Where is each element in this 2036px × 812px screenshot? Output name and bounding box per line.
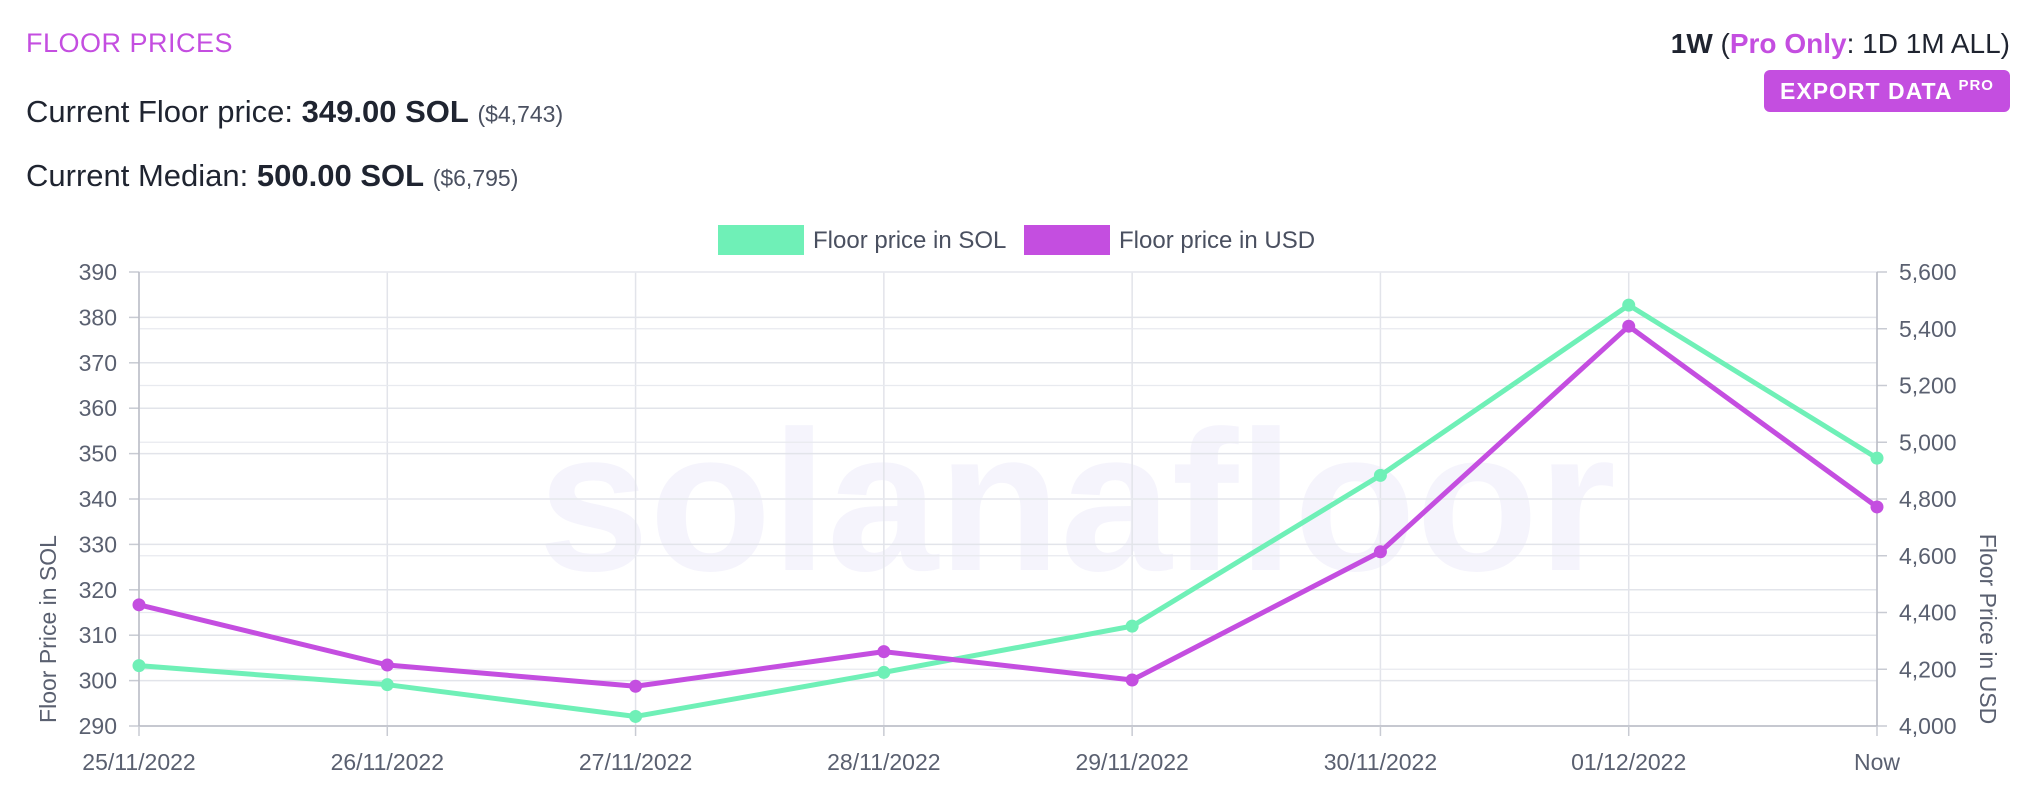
x-tick-label: 01/12/2022	[1571, 749, 1686, 775]
range-close-paren: )	[2000, 28, 2010, 59]
y-tick-label: 360	[79, 395, 117, 421]
range-open-paren: (	[1720, 28, 1730, 59]
median-usd: ($6,795)	[432, 165, 519, 191]
y-tick-label: 350	[79, 441, 117, 467]
legend-swatch	[1024, 225, 1110, 255]
y2-tick-label: 5,000	[1899, 429, 1957, 455]
y2-tick-label: 5,400	[1899, 316, 1957, 342]
data-point	[877, 645, 891, 659]
export-data-button[interactable]: EXPORT DATA PRO	[1764, 70, 2010, 112]
median-value: 500.00 SOL	[256, 158, 425, 193]
legend-label: Floor price in SOL	[813, 227, 1006, 254]
data-point	[1373, 468, 1387, 482]
floor-price-label: Current Floor price:	[26, 94, 294, 129]
x-tick-label: Now	[1854, 749, 1900, 775]
series-line	[138, 323, 1879, 689]
y-tick-label: 300	[79, 668, 117, 694]
chart-axes: 290 300 310 320 330 340 350 360 370 380 390 4,000 4,…	[35, 259, 2001, 775]
data-point	[1373, 545, 1387, 559]
range-option-1m[interactable]: 1M	[1905, 28, 1945, 59]
data-point	[1622, 298, 1636, 312]
y2-tick-label: 4,600	[1899, 543, 1957, 569]
data-point	[132, 659, 146, 673]
y2-tick-label: 5,200	[1899, 373, 1957, 399]
y2-tick-label: 4,800	[1899, 486, 1957, 512]
series-line	[138, 302, 1879, 719]
data-point	[1125, 673, 1139, 687]
median-label: Current Median:	[26, 158, 249, 193]
y-tick-label: 330	[79, 531, 117, 557]
export-data-label: EXPORT DATA	[1780, 77, 1953, 104]
floor-price-value: 349.00 SOL	[301, 94, 469, 129]
legend-label: Floor price in USD	[1119, 227, 1315, 254]
range-colon: :	[1846, 28, 1855, 59]
chart-legend: Floor price in SOL Floor price in USD	[718, 225, 1315, 255]
pro-badge: PRO	[1958, 76, 1994, 94]
data-point	[1622, 319, 1636, 333]
data-point	[877, 665, 891, 679]
y-tick-label: 320	[79, 577, 117, 603]
data-point	[132, 598, 146, 612]
x-tick-label: 27/11/2022	[579, 749, 692, 775]
y-tick-label: 370	[79, 350, 117, 376]
y-axis-title: Floor Price in SOL	[35, 535, 61, 723]
x-tick-label: 26/11/2022	[331, 749, 444, 775]
x-tick-label: 28/11/2022	[827, 749, 940, 775]
y-tick-label: 310	[79, 622, 117, 648]
chart-series	[132, 298, 1884, 723]
y-tick-label: 340	[79, 486, 117, 512]
data-point	[380, 658, 394, 672]
x-tick-label: 30/11/2022	[1324, 749, 1437, 775]
y2-tick-label: 4,400	[1899, 600, 1957, 626]
range-option-all[interactable]: ALL	[1950, 28, 2001, 59]
data-point	[629, 679, 643, 693]
time-range-selector: 1W (Pro Only: 1D 1M ALL)	[1671, 28, 2010, 60]
y-tick-label: 390	[79, 259, 117, 285]
section-title: FLOOR PRICES	[26, 28, 234, 58]
x-tick-label: 25/11/2022	[82, 749, 195, 775]
current-floor-price: Current Floor price: 349.00 SOL ($4,743)	[26, 94, 563, 130]
legend-swatch	[718, 225, 804, 255]
floor-price-usd: ($4,743)	[477, 101, 564, 127]
y2-tick-label: 4,000	[1899, 713, 1957, 739]
data-point	[1870, 451, 1884, 465]
pro-only-label: Pro Only	[1729, 28, 1847, 59]
data-point	[1125, 619, 1139, 633]
y2-tick-label: 4,200	[1899, 656, 1957, 682]
range-option-1d[interactable]: 1D	[1862, 28, 1898, 59]
x-tick-label: 29/11/2022	[1075, 749, 1188, 775]
current-median: Current Median: 500.00 SOL ($6,795)	[26, 158, 518, 194]
y-tick-label: 290	[79, 713, 117, 739]
data-point	[629, 709, 643, 723]
y2-tick-label: 5,600	[1899, 259, 1957, 285]
data-point	[1870, 500, 1884, 514]
y-tick-label: 380	[79, 304, 117, 330]
y2-axis-title: Floor Price in USD	[1975, 534, 2001, 724]
range-option-1w[interactable]: 1W	[1670, 28, 1713, 59]
data-point	[380, 678, 394, 692]
